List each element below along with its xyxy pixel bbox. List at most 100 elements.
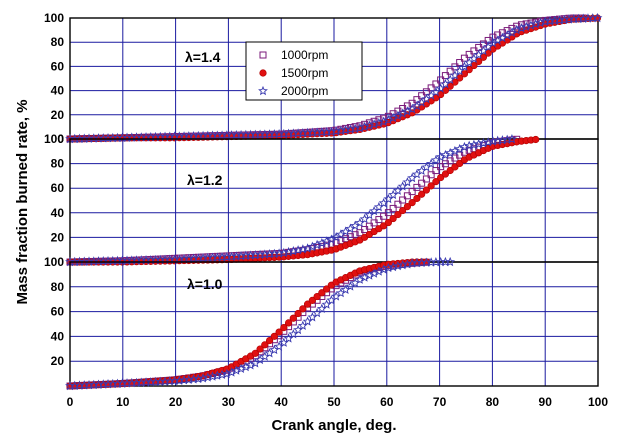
data-point-2000rpm [383,262,394,273]
data-point-2000rpm [407,258,418,268]
data-point-1000rpm [342,235,350,243]
data-point-1000rpm [517,21,525,29]
data-point-2000rpm [540,16,551,26]
y-tick-label: 40 [51,329,65,343]
data-point-1500rpm [451,163,459,171]
data-point-1000rpm [394,200,402,208]
x-tick-label: 10 [116,395,130,409]
data-point-1500rpm [456,159,464,168]
y-tick-label: 80 [51,35,65,49]
data-point-2000rpm [559,14,570,25]
data-point-1000rpm [498,29,506,37]
y-tick-label: 20 [51,230,65,244]
data-point-1500rpm [389,214,397,223]
data-point-1000rpm [437,76,445,84]
x-tick-label: 0 [67,395,74,409]
x-tick-label: 30 [222,395,236,409]
legend-marker-1500rpm [259,69,267,77]
data-point-1000rpm [427,171,435,179]
data-point-1500rpm [313,292,321,301]
data-point-2000rpm [169,375,180,386]
data-point-2000rpm [297,244,308,254]
axis-layer: 0 10 20 30 40 50 60 70 80 90 100 1000rpm 1500rpm 2000… [67,41,608,409]
panel-frame [69,261,599,387]
data-point-1000rpm [389,204,397,212]
data-point-2000rpm [335,125,346,135]
data-point-1500rpm [532,135,540,144]
x-tick-label: 100 [588,395,608,409]
data-point-1500rpm [251,349,259,357]
data-point-1000rpm [513,22,521,30]
x-tick-label: 40 [275,395,289,409]
data-point-2000rpm [278,247,289,258]
legend-marker-2000rpm [258,85,268,96]
data-point-1500rpm [289,314,297,322]
data-point-1000rpm [432,167,440,175]
data-point-2000rpm [345,124,356,134]
panel-2: 20 40 60 80 100 λ=1.2 [44,132,599,267]
data-point-1500rpm [318,289,326,297]
x-tick-label: 80 [486,395,500,409]
data-point-1000rpm [446,67,454,75]
data-point-2000rpm [402,259,413,269]
y-tick-label: 0 [57,132,64,146]
data-point-2000rpm [549,15,560,25]
y-tick-label: 100 [44,11,64,25]
data-point-2000rpm [473,138,484,149]
panel-3: 20 40 60 80 100 λ=1.0 [44,255,599,391]
data-point-1000rpm [503,27,511,35]
data-point-2000rpm [592,12,603,23]
data-point-2000rpm [179,375,189,385]
data-point-1500rpm [403,203,411,211]
data-point-2000rpm [331,126,342,136]
x-tick-label: 70 [433,395,447,409]
data-point-1500rpm [399,206,407,215]
series-2000rpm [65,256,456,391]
y-tick-label: 40 [51,84,65,98]
y-tick-label: 60 [51,59,65,73]
data-point-2000rpm [397,260,408,270]
data-point-1500rpm [432,178,440,186]
data-point-2000rpm [497,135,508,145]
data-point-1500rpm [265,336,274,345]
data-point-2000rpm [350,123,361,134]
data-point-2000rpm [507,134,517,144]
data-point-1500rpm [284,319,293,327]
data-point-1500rpm [294,309,302,318]
data-point-1500rpm [441,170,450,178]
data-point-1500rpm [441,86,450,94]
panel-label: λ=1.0 [187,276,223,292]
data-point-2000rpm [183,374,194,384]
data-point-1000rpm [456,59,464,67]
data-point-2000rpm [174,375,185,385]
y-tick-label: 60 [51,305,65,319]
data-point-1500rpm [427,182,435,190]
data-point-1500rpm [280,323,288,332]
data-point-1000rpm [346,233,354,241]
data-point-2000rpm [445,256,456,267]
legend-label: 2000rpm [281,84,328,98]
data-point-2000rpm [283,246,294,257]
x-tick-label: 50 [327,395,341,409]
data-point-2000rpm [388,261,399,272]
data-point-2000rpm [212,370,223,380]
data-point-1000rpm [494,31,502,39]
x-tick-label: 20 [169,395,183,409]
data-point-2000rpm [545,16,555,26]
y-tick-label: 20 [51,108,65,122]
data-point-2000rpm [198,373,208,383]
data-point-1500rpm [408,199,416,207]
data-point-1500rpm [437,173,445,182]
data-point-2000rpm [392,260,403,271]
data-point-1500rpm [304,300,312,308]
data-point-2000rpm [492,135,503,146]
data-point-1000rpm [380,212,388,220]
data-point-2000rpm [274,248,285,258]
x-tick-label: 60 [380,395,394,409]
data-point-2000rpm [340,124,351,135]
data-point-2000rpm [469,139,479,150]
data-point-1500rpm [323,285,331,293]
data-point-1000rpm [384,209,392,217]
legend-label: 1500rpm [281,66,328,80]
